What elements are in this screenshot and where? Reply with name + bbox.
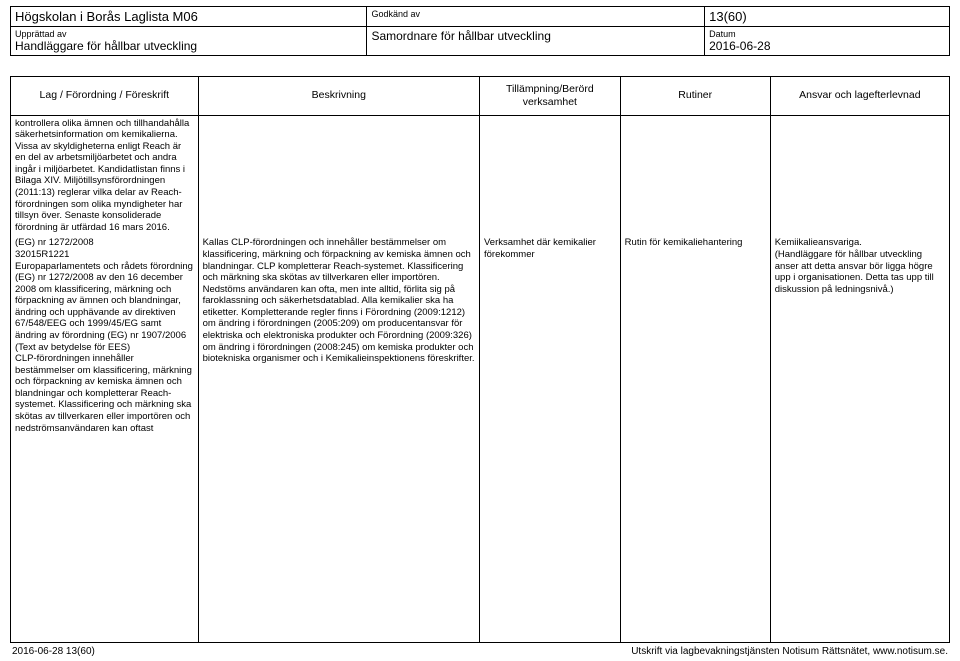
col-header-application: Tillämpning/Berörd verksamhet: [480, 77, 621, 116]
cell-application: Verksamhet där kemikalier förekommer: [480, 235, 621, 642]
main-table: Lag / Förordning / Föreskrift Beskrivnin…: [10, 76, 950, 643]
cell-description: [199, 116, 480, 236]
header-created-value: Handläggare för hållbar utveckling: [15, 39, 362, 53]
cell-law: (EG) nr 1272/2008 32015R1221 Europaparla…: [11, 235, 199, 642]
cell-routines: [621, 116, 771, 236]
cell-responsibility: Kemiikalieansvariga. (Handläggare för hå…: [771, 235, 949, 642]
header-page-ref: 13(60): [709, 9, 945, 24]
cell-routines: Rutin för kemikaliehantering: [621, 235, 771, 642]
col-header-responsibility: Ansvar och lagefterlevnad: [771, 77, 949, 116]
col-header-routines: Rutiner: [621, 77, 771, 116]
cell-description: Kallas CLP-förordningen och innehåller b…: [199, 235, 480, 642]
header-date-value: 2016-06-28: [709, 39, 945, 53]
footer-left: 2016-06-28 13(60): [12, 646, 95, 657]
footer-right: Utskrift via lagbevakningstjänsten Notis…: [631, 646, 948, 657]
header-approved-label: Godkänd av: [371, 9, 700, 19]
cell-application: [480, 116, 621, 236]
cell-responsibility: [771, 116, 949, 236]
table-body: kontrollera olika ämnen och tillhandahål…: [11, 116, 949, 642]
header-date-label: Datum: [709, 29, 945, 39]
cell-law: kontrollera olika ämnen och tillhandahål…: [11, 116, 199, 236]
table-header-row: Lag / Förordning / Föreskrift Beskrivnin…: [11, 77, 949, 116]
document-header: Högskolan i Borås Laglista M06 Godkänd a…: [10, 6, 950, 56]
spacer: [10, 56, 950, 76]
header-created-label: Upprättad av: [15, 29, 362, 39]
header-approved-value: Samordnare för hållbar utveckling: [371, 29, 700, 43]
page: Högskolan i Borås Laglista M06 Godkänd a…: [0, 0, 960, 661]
table-row: (EG) nr 1272/2008 32015R1221 Europaparla…: [11, 235, 949, 642]
header-title: Högskolan i Borås Laglista M06: [15, 9, 362, 24]
page-footer: 2016-06-28 13(60) Utskrift via lagbevakn…: [10, 643, 950, 661]
table-row: kontrollera olika ämnen och tillhandahål…: [11, 116, 949, 236]
col-header-law: Lag / Förordning / Föreskrift: [11, 77, 199, 116]
col-header-description: Beskrivning: [199, 77, 480, 116]
